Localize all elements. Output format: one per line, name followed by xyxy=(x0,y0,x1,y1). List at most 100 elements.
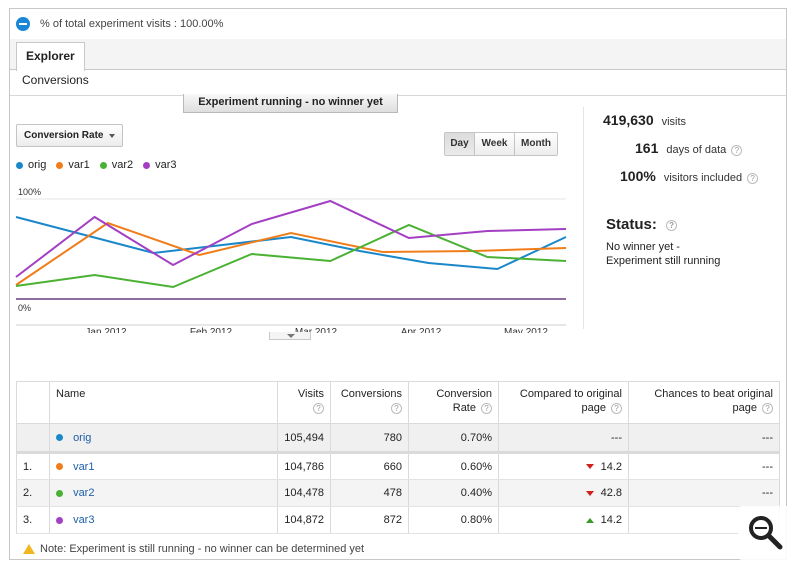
divider xyxy=(583,107,584,329)
date-granularity-switch: Day Week Month xyxy=(444,132,558,156)
variations-table: Name Visits? Conversions? Conversion Rate… xyxy=(16,381,780,534)
cell-conversions: 872 xyxy=(330,506,409,534)
variation-link[interactable]: orig xyxy=(73,431,92,444)
column-header-name[interactable]: Name xyxy=(49,381,278,424)
cell-conversions: 660 xyxy=(330,452,409,480)
help-icon[interactable]: ? xyxy=(762,402,773,414)
stat-days: 161 days of data ? xyxy=(635,140,743,156)
legend-color-dot xyxy=(16,161,23,169)
cell-index: 2. xyxy=(16,479,50,507)
legend-item-var3[interactable]: var3 xyxy=(143,159,177,171)
legend-label: var3 xyxy=(155,159,177,171)
help-icon[interactable]: ? xyxy=(666,219,678,231)
zoom-icon[interactable] xyxy=(738,506,792,560)
range-week-button[interactable]: Week xyxy=(474,133,514,155)
cell-chances: --- xyxy=(628,452,780,480)
cell-compared: 42.8 xyxy=(498,479,629,507)
legend-label: orig xyxy=(28,159,47,171)
cell-visits: 104,872 xyxy=(277,506,331,534)
series-line-var2 xyxy=(15,223,567,289)
variation-link[interactable]: var3 xyxy=(73,514,95,526)
help-icon[interactable]: ? xyxy=(611,402,622,414)
legend-label: var1 xyxy=(68,159,90,171)
cell-conversions: 780 xyxy=(330,423,409,454)
stat-visits-label: visits xyxy=(661,116,687,128)
segment-toggle-icon[interactable] xyxy=(16,17,30,31)
cell-chances: --- xyxy=(628,479,780,507)
status-note-text: Note: Experiment is still running - no w… xyxy=(40,543,365,555)
variation-link[interactable]: var1 xyxy=(73,460,95,473)
divider xyxy=(10,95,786,96)
segment-bar: % of total experiment visits : 100.00% xyxy=(10,9,786,39)
help-icon[interactable]: ? xyxy=(391,402,402,414)
chart-resize-handle[interactable] xyxy=(269,332,311,340)
trend-down-icon xyxy=(585,464,594,470)
column-header-compared[interactable]: Compared to original page? xyxy=(498,381,629,424)
x-tick-label: Apr 2012 xyxy=(401,327,442,333)
cell-conversion-rate: 0.70% xyxy=(408,423,499,454)
stat-visits: 419,630 visits xyxy=(603,112,686,128)
x-tick-label: Jan 2012 xyxy=(85,327,127,333)
column-header-chances[interactable]: Chances to beat original page? xyxy=(628,381,780,424)
variation-link[interactable]: var2 xyxy=(73,487,95,499)
cell-conversions: 478 xyxy=(330,479,409,507)
trend-up-icon xyxy=(585,517,594,523)
cell-compared: 14.2 xyxy=(498,506,629,534)
cell-conversion-rate: 0.80% xyxy=(408,506,499,534)
cell-compared: 14.2 xyxy=(498,452,629,480)
legend-item-var2[interactable]: var2 xyxy=(99,159,134,171)
help-icon[interactable]: ? xyxy=(481,402,492,414)
legend-label: var2 xyxy=(111,159,134,171)
stat-days-label: days of data xyxy=(666,144,727,156)
column-header-visits[interactable]: Visits? xyxy=(277,381,331,424)
table-row: 2. var2 104,478 478 0.40% 42.8 --- xyxy=(16,479,780,507)
legend-color-dot xyxy=(56,161,64,169)
conversion-rate-chart: 100% 0% Jan 2012 Feb 2012 Mar 2012 Apr 2012 Ma… xyxy=(15,187,567,333)
x-tick-label: May 2012 xyxy=(504,327,548,333)
cell-index: 1. xyxy=(16,452,50,480)
cell-chances: --- xyxy=(628,423,780,454)
subtab-conversions[interactable]: Conversions xyxy=(22,73,89,87)
series-color-dot xyxy=(56,516,63,524)
warning-icon xyxy=(23,544,35,554)
trend-down-icon xyxy=(585,490,594,496)
legend-item-orig[interactable]: orig xyxy=(16,159,46,171)
series-color-dot xyxy=(56,463,63,471)
cell-visits: 104,786 xyxy=(277,452,331,480)
series-line-orig xyxy=(15,216,567,271)
status-description: No winner yet - Experiment still running xyxy=(606,241,721,267)
cell-index: 3. xyxy=(16,506,50,534)
table-row: 1. var1 104,786 660 0.60% 14.2 --- xyxy=(16,452,780,480)
y-tick-label: 0% xyxy=(18,303,31,313)
stat-visitors: 100% visitors included ? xyxy=(620,168,759,184)
metric-dropdown[interactable]: Conversion Rate xyxy=(16,124,123,147)
table-row-original: orig 105,494 780 0.70% --- --- xyxy=(16,423,780,454)
help-icon[interactable]: ? xyxy=(747,173,759,184)
help-icon[interactable]: ? xyxy=(313,402,324,414)
series-line-var3 xyxy=(15,199,567,278)
table-header-row: Name Visits? Conversions? Conversion Rate… xyxy=(16,381,780,424)
help-icon[interactable]: ? xyxy=(731,145,743,156)
tab-strip: Explorer xyxy=(10,39,786,71)
cell-compared: --- xyxy=(498,423,629,454)
column-header-index xyxy=(16,381,50,424)
legend-item-var1[interactable]: var1 xyxy=(56,159,90,171)
metric-dropdown-label: Conversion Rate xyxy=(24,130,104,141)
status-note: Note: Experiment is still running - no w… xyxy=(23,543,364,555)
experiment-status-banner: Experiment running - no winner yet xyxy=(183,94,398,113)
legend-color-dot xyxy=(143,161,151,169)
stat-visitors-label: visitors included xyxy=(663,172,743,184)
cell-visits: 105,494 xyxy=(277,423,331,454)
cell-conversion-rate: 0.40% xyxy=(408,479,499,507)
chevron-down-icon xyxy=(109,134,115,138)
column-header-conversions[interactable]: Conversions? xyxy=(330,381,409,424)
range-month-button[interactable]: Month xyxy=(514,133,557,155)
stat-visitors-value: 100% xyxy=(620,168,656,184)
tab-explorer[interactable]: Explorer xyxy=(16,42,85,71)
column-header-conversion-rate[interactable]: Conversion Rate? xyxy=(408,381,499,424)
cell-conversion-rate: 0.60% xyxy=(408,452,499,480)
series-color-dot xyxy=(56,434,63,442)
cell-visits: 104,478 xyxy=(277,479,331,507)
series-color-dot xyxy=(56,489,63,497)
range-day-button[interactable]: Day xyxy=(445,133,474,155)
